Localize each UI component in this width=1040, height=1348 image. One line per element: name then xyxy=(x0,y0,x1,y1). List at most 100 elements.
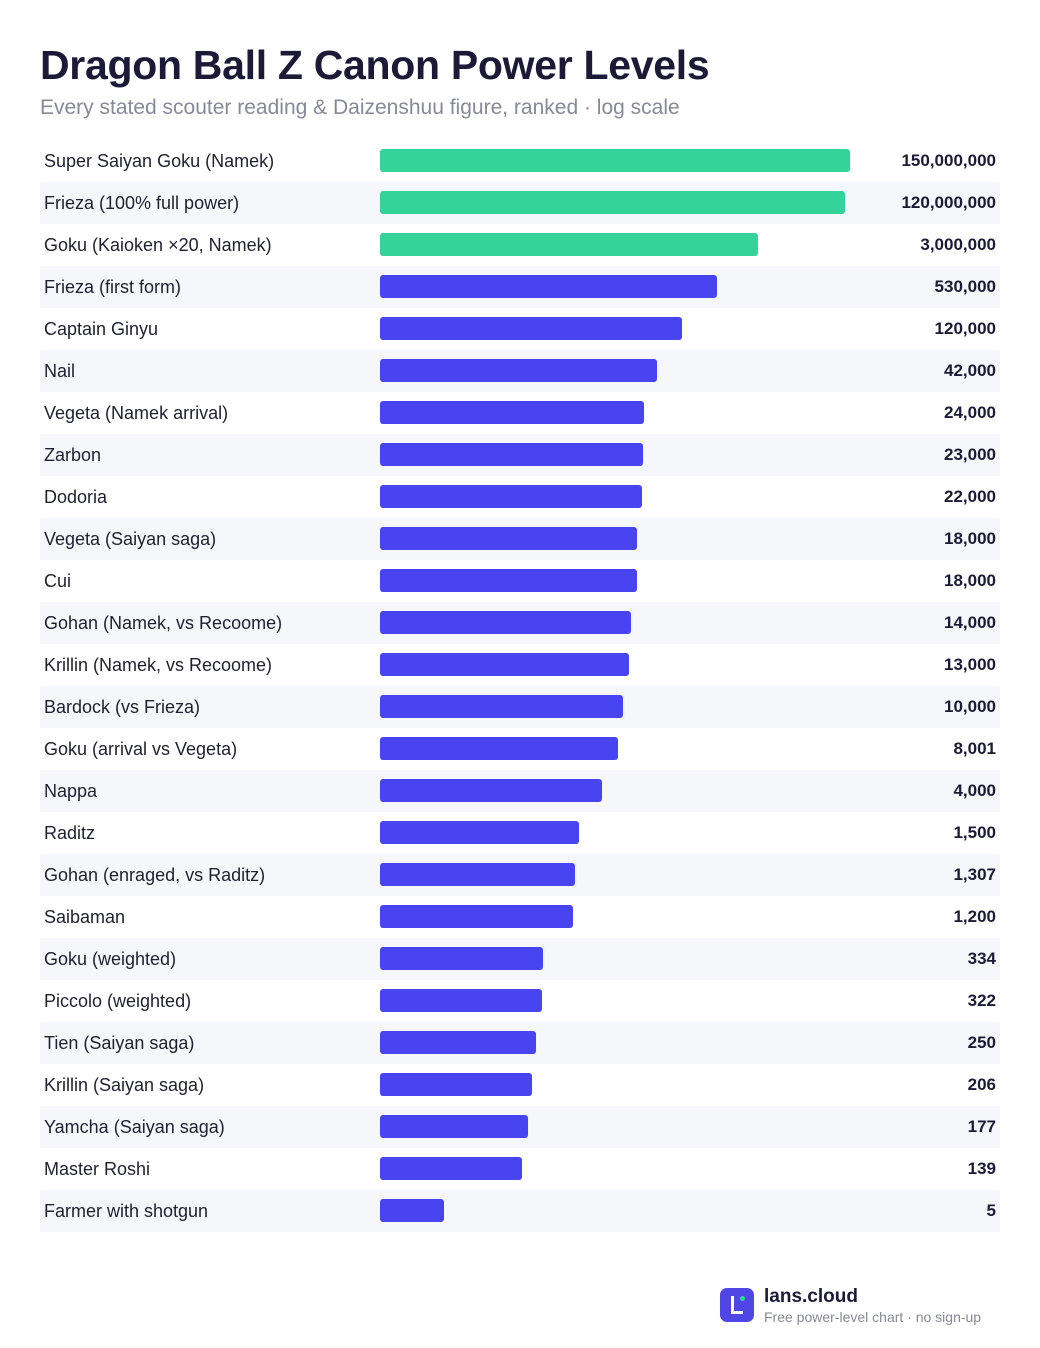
bar xyxy=(380,485,642,508)
brand-name: lans.cloud xyxy=(764,1286,858,1307)
bar-category-label: Master Roshi xyxy=(44,1159,151,1179)
bar-category-label: Nappa xyxy=(44,781,98,801)
bar xyxy=(380,233,758,256)
chart-row: Piccolo (weighted) 322 xyxy=(40,980,1000,1022)
chart-title: Dragon Ball Z Canon Power Levels xyxy=(40,42,710,88)
chart-row: Zarbon 23,000 xyxy=(40,434,1000,476)
bar xyxy=(380,569,638,592)
bar-category-label: Frieza (100% full power) xyxy=(44,193,240,213)
chart-subtitle: Every stated scouter reading & Daizenshu… xyxy=(40,96,680,119)
bar-category-label: Super Saiyan Goku (Namek) xyxy=(44,151,275,171)
chart-row: Vegeta (Saiyan saga) 18,000 xyxy=(40,518,1000,560)
bar-category-label: Saibaman xyxy=(44,907,126,927)
bar-category-label: Cui xyxy=(44,571,72,591)
bar-category-label: Yamcha (Saiyan saga) xyxy=(44,1117,225,1137)
bar-value-label: 3,000,000 xyxy=(920,235,996,254)
bar xyxy=(380,1199,444,1222)
bar-category-label: Bardock (vs Frieza) xyxy=(44,697,201,717)
bar xyxy=(380,443,643,466)
bar-value-label: 24,000 xyxy=(944,403,996,422)
bar xyxy=(380,191,845,214)
bar xyxy=(380,947,544,970)
brand-footer: lans.cloud Free power-level chart · no s… xyxy=(720,1286,1010,1326)
bar xyxy=(380,611,632,634)
chart-row: Gohan (enraged, vs Raditz) 1,307 xyxy=(40,854,1000,896)
bar-category-label: Frieza (first form) xyxy=(44,277,181,297)
bar xyxy=(380,275,717,298)
bar-category-label: Krillin (Saiyan saga) xyxy=(44,1075,205,1095)
chart-row: Captain Ginyu 120,000 xyxy=(40,308,1000,350)
chart-row: Gohan (Namek, vs Recoome) 14,000 xyxy=(40,602,1000,644)
bar-value-label: 1,200 xyxy=(953,907,996,926)
bar-value-label: 13,000 xyxy=(944,655,996,674)
bar-value-label: 530,000 xyxy=(934,277,996,296)
bar-value-label: 250 xyxy=(967,1033,996,1052)
bar xyxy=(380,737,618,760)
chart-row: Nappa 4,000 xyxy=(40,770,1000,812)
bar-category-label: Vegeta (Namek arrival) xyxy=(44,403,229,423)
lans-cloud-logo-icon xyxy=(720,1288,754,1322)
bar-value-label: 334 xyxy=(967,949,996,968)
power-level-chart: Super Saiyan Goku (Namek) 150,000,000 Frie… xyxy=(40,140,1000,1232)
bar-value-label: 177 xyxy=(967,1117,996,1136)
chart-row: Nail 42,000 xyxy=(40,350,1000,392)
chart-row: Frieza (100% full power) 120,000,000 xyxy=(40,182,1000,224)
chart-row: Vegeta (Namek arrival) 24,000 xyxy=(40,392,1000,434)
bar xyxy=(380,779,602,802)
bar-value-label: 1,500 xyxy=(953,823,996,842)
bar xyxy=(380,1073,532,1096)
bar xyxy=(380,863,576,886)
chart-row: Goku (Kaioken ×20, Namek) 3,000,000 xyxy=(40,224,1000,266)
bar-value-label: 18,000 xyxy=(944,571,996,590)
bar-value-label: 14,000 xyxy=(944,613,996,632)
bar-value-label: 322 xyxy=(967,991,996,1010)
bar-category-label: Zarbon xyxy=(44,445,102,465)
bar xyxy=(380,359,658,382)
bar-value-label: 120,000 xyxy=(934,319,996,338)
bar-value-label: 206 xyxy=(967,1075,996,1094)
bar-category-label: Raditz xyxy=(44,823,96,843)
chart-row: Frieza (first form) 530,000 xyxy=(40,266,1000,308)
bar-category-label: Goku (weighted) xyxy=(44,949,177,969)
bar xyxy=(380,149,850,172)
bar xyxy=(380,989,543,1012)
bar-value-label: 120,000,000 xyxy=(901,193,996,212)
bar xyxy=(380,653,630,676)
bar xyxy=(380,1031,537,1054)
chart-row: Super Saiyan Goku (Namek) 150,000,000 xyxy=(40,140,1000,182)
bar-value-label: 150,000,000 xyxy=(901,151,996,170)
chart-row: Tien (Saiyan saga) 250 xyxy=(40,1022,1000,1064)
bar xyxy=(380,695,624,718)
chart-row: Master Roshi 139 xyxy=(40,1148,1000,1190)
bar-category-label: Gohan (Namek, vs Recoome) xyxy=(44,613,283,633)
bar xyxy=(380,905,574,928)
bar-category-label: Krillin (Namek, vs Recoome) xyxy=(44,655,273,675)
bar xyxy=(380,317,682,340)
chart-row: Bardock (vs Frieza) 10,000 xyxy=(40,686,1000,728)
chart-row: Raditz 1,500 xyxy=(40,812,1000,854)
bar-category-label: Nail xyxy=(44,361,76,381)
bar-value-label: 42,000 xyxy=(944,361,996,380)
bar-category-label: Dodoria xyxy=(44,487,108,507)
bar-category-label: Gohan (enraged, vs Raditz) xyxy=(44,865,266,885)
chart-row: Farmer with shotgun 5 xyxy=(40,1190,1000,1232)
bar-value-label: 4,000 xyxy=(953,781,996,800)
brand-tagline: Free power-level chart · no sign-up xyxy=(764,1309,982,1325)
bar-value-label: 10,000 xyxy=(944,697,996,716)
bar-category-label: Captain Ginyu xyxy=(44,319,159,339)
bar-value-label: 5 xyxy=(986,1201,996,1220)
bar-value-label: 18,000 xyxy=(944,529,996,548)
bar-value-label: 139 xyxy=(967,1159,996,1178)
bar-value-label: 23,000 xyxy=(944,445,996,464)
bar xyxy=(380,1115,529,1138)
bar-category-label: Tien (Saiyan saga) xyxy=(44,1033,195,1053)
chart-row: Dodoria 22,000 xyxy=(40,476,1000,518)
bar xyxy=(380,1157,523,1180)
chart-row: Cui 18,000 xyxy=(40,560,1000,602)
bar-value-label: 8,001 xyxy=(953,739,996,758)
chart-row: Krillin (Namek, vs Recoome) 13,000 xyxy=(40,644,1000,686)
bar xyxy=(380,401,644,424)
bar-category-label: Vegeta (Saiyan saga) xyxy=(44,529,217,549)
bar-category-label: Goku (Kaioken ×20, Namek) xyxy=(44,235,272,255)
chart-row: Goku (weighted) 334 xyxy=(40,938,1000,980)
